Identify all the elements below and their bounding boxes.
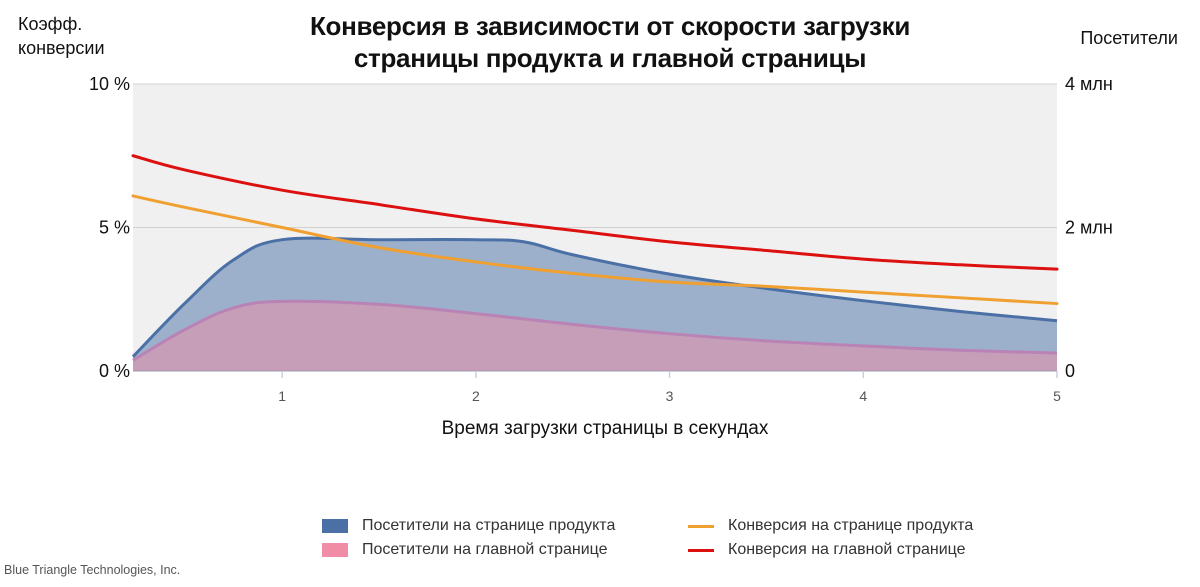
y-right-tick-label: 4 млн bbox=[1065, 74, 1113, 94]
legend-label-home-conversion: Конверсия на главной странице bbox=[728, 541, 966, 558]
legend-label-product-visitors: Посетители на странице продукта bbox=[362, 517, 616, 534]
y-right-axis-title: Посетители bbox=[1080, 28, 1178, 48]
y-left-tick-label: 0 % bbox=[99, 361, 130, 381]
x-tick-label: 2 bbox=[472, 388, 480, 404]
legend-item-home-conversion: Конверсия на главной странице bbox=[688, 539, 966, 561]
x-axis-title: Время загрузки страницы в секундах bbox=[441, 418, 769, 439]
legend-line-home-conversion bbox=[688, 548, 714, 552]
series-home-conversion-line bbox=[131, 154, 1059, 271]
y-left-axis-title: Коэфф. конверсии bbox=[18, 12, 138, 60]
x-tick-label: 4 bbox=[859, 388, 867, 404]
y-left-tick-label: 5 % bbox=[99, 218, 130, 238]
chart-title-line-2: страницы продукта и главной страницы bbox=[353, 43, 867, 73]
y-left-tick-label: 10 % bbox=[89, 74, 130, 94]
x-tick-label: 1 bbox=[278, 388, 286, 404]
legend-label-home-visitors: Посетители на главной странице bbox=[362, 541, 608, 558]
series-home-visitors-edge bbox=[132, 299, 1058, 362]
series-product-visitors-edge bbox=[131, 236, 1058, 358]
legend-item-product-visitors: Посетители на странице продукта bbox=[322, 515, 615, 537]
legend-item-product-conversion: Конверсия на странице продукта bbox=[688, 515, 973, 537]
y-right-tick-label: 0 bbox=[1065, 361, 1075, 381]
credit-text: Blue Triangle Technologies, Inc. bbox=[4, 563, 181, 577]
chart-title-line-1: Конверсия в зависимости от скорости загр… bbox=[309, 11, 911, 41]
legend-line-product-conversion bbox=[688, 524, 714, 528]
y-right-tick-label: 2 млн bbox=[1065, 218, 1113, 238]
series-product-conversion-line bbox=[131, 194, 1059, 306]
y-left-axis-title-line-1: Коэфф. bbox=[18, 14, 83, 34]
y-left-axis-title-line-2: конверсии bbox=[18, 38, 105, 58]
x-tick-label: 5 bbox=[1053, 388, 1061, 404]
legend-swatch-product-visitors bbox=[322, 519, 348, 533]
series-home-visitors-area bbox=[133, 301, 1057, 371]
legend-swatch-home-visitors bbox=[322, 543, 348, 557]
chart-title: Конверсия в зависимости от скорости загр… bbox=[250, 10, 970, 74]
legend-label-product-conversion: Конверсия на странице продукта bbox=[728, 517, 974, 534]
legend-item-home-visitors: Посетители на главной странице bbox=[322, 539, 608, 561]
x-tick-label: 3 bbox=[666, 388, 674, 404]
legend: Посетители на странице продукта Посетите… bbox=[322, 515, 1042, 563]
